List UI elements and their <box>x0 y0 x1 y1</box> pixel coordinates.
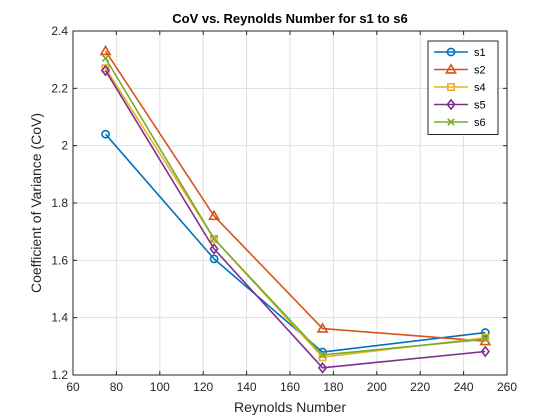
data-point-s4 <box>481 333 490 342</box>
axes: 60 80 100 120 140 160 180 200 220 240 260 1.2 1.4 1.6… <box>51 24 517 394</box>
x-tick-label: 180 <box>323 380 343 394</box>
data-point-s6 <box>101 54 110 62</box>
y-tick-label: 2.2 <box>51 81 68 95</box>
data-point-s6 <box>210 235 218 243</box>
x-tick-label: 200 <box>367 380 387 394</box>
data-point-s4 <box>210 234 219 243</box>
x-tick-label: 60 <box>66 380 80 394</box>
legend-marker-s1 <box>446 47 456 57</box>
legend-marker-s5 <box>446 98 456 111</box>
series-line-s2 <box>104 50 486 342</box>
legend-marker-s6 <box>447 118 455 126</box>
series-line-s6 <box>104 57 486 356</box>
data-point-s5 <box>100 64 111 77</box>
data-point-s2 <box>99 44 112 56</box>
data-point-s2 <box>316 322 329 333</box>
legend: s1 s2 s4 s5 s6 <box>427 40 499 135</box>
x-tick-label: 240 <box>454 380 474 394</box>
legend-marker-s2 <box>445 63 457 74</box>
x-axis-label: Reynolds Number <box>234 399 346 415</box>
legend-item-s6: s6 <box>434 117 486 129</box>
y-tick-label: 1.6 <box>51 253 68 267</box>
data-point-s5 <box>480 345 490 358</box>
series-s6 <box>101 54 490 359</box>
chart-title: CoV vs. Reynolds Number for s1 to s6 <box>172 11 408 26</box>
legend-item-s2: s2 <box>434 63 486 77</box>
series-line-s1 <box>104 133 486 353</box>
y-tick-label: 1.8 <box>51 196 68 210</box>
x-tick-label: 120 <box>193 380 213 394</box>
y-tick-label: 2 <box>61 139 68 153</box>
legend-item-s5: s5 <box>434 98 486 112</box>
legend-item-s1: s1 <box>434 47 486 59</box>
data-point-s5 <box>209 242 219 255</box>
y-axis-label: Coefficient of Variance (CoV) <box>28 113 44 293</box>
data-point-s5 <box>317 361 328 374</box>
x-tick-label: 260 <box>497 380 517 394</box>
series-line-s5 <box>104 70 486 369</box>
y-tick-label: 1.2 <box>51 368 68 382</box>
y-tick-label: 2.4 <box>51 24 68 38</box>
series-layer <box>99 44 492 374</box>
data-point-s1 <box>101 129 110 139</box>
legend-marker-s4 <box>446 83 455 92</box>
y-tick-label: 1.4 <box>51 311 68 325</box>
legend-label-s4: s4 <box>474 82 486 94</box>
data-point-s2 <box>208 209 221 221</box>
legend-label-s2: s2 <box>474 65 486 77</box>
x-tick-label: 80 <box>110 380 124 394</box>
data-point-s6 <box>318 351 327 359</box>
legend-item-s4: s4 <box>434 82 486 94</box>
series-s5 <box>100 64 490 374</box>
legend-label-s1: s1 <box>474 47 486 59</box>
legend-label-s5: s5 <box>474 100 486 112</box>
x-tick-label: 220 <box>410 380 430 394</box>
x-tick-label: 160 <box>280 380 300 394</box>
legend-label-s6: s6 <box>474 117 486 129</box>
data-point-s6 <box>481 335 490 343</box>
x-tick-label: 100 <box>150 380 170 394</box>
data-point-s1 <box>209 254 219 264</box>
x-tick-label: 140 <box>237 380 257 394</box>
